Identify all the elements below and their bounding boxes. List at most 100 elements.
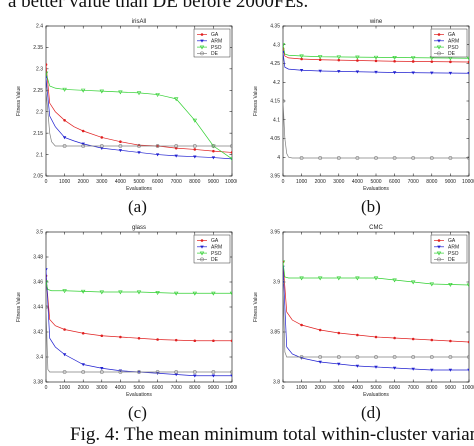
legend-label-pso: PSO — [448, 45, 459, 51]
marker-pso — [99, 290, 105, 295]
marker-de — [355, 355, 360, 359]
marker-ga — [467, 60, 469, 64]
marker-pso — [299, 276, 304, 281]
marker-ga — [200, 239, 204, 242]
series-de — [46, 88, 232, 148]
marker-pso — [392, 55, 397, 60]
legend-label-arm: ARM — [211, 39, 222, 45]
y-tick-label: 3.4 — [36, 355, 43, 361]
marker-pso — [46, 280, 49, 285]
marker-pso — [429, 282, 435, 287]
x-tick-label: 0 — [45, 385, 48, 391]
y-tick-label: 3.38 — [33, 380, 43, 386]
marker-de — [200, 257, 204, 262]
marker-pso — [46, 71, 49, 76]
marker-pso — [436, 45, 442, 50]
marker-pso — [136, 91, 142, 96]
series-ga — [283, 47, 469, 64]
marker-arm — [118, 149, 123, 153]
marker-arm — [392, 71, 397, 75]
x-tick-label: 2000 — [315, 179, 326, 185]
marker-arm — [137, 151, 141, 155]
marker-arm — [337, 70, 341, 74]
series-ga — [46, 274, 232, 343]
y-tick-label: 2.15 — [33, 131, 43, 137]
marker-arm — [200, 39, 204, 43]
marker-arm — [155, 153, 160, 157]
marker-de — [118, 144, 123, 148]
marker-de — [155, 144, 160, 148]
marker-pso — [336, 276, 342, 281]
marker-pso — [355, 276, 360, 281]
series-arm — [46, 268, 232, 378]
marker-pso — [299, 54, 304, 59]
x-tick-label: 9000 — [445, 385, 456, 391]
y-tick-label: 2.05 — [33, 174, 43, 180]
marker-pso — [211, 291, 216, 296]
y-tick-label: 3.95 — [270, 174, 280, 180]
x-tick-label: 10000 — [225, 179, 237, 185]
marker-de — [137, 144, 141, 148]
y-tick-label: 2.25 — [33, 88, 43, 94]
marker-arm — [299, 69, 304, 73]
marker-de — [174, 144, 179, 148]
marker-pso — [118, 90, 123, 95]
series-line-arm — [46, 269, 232, 377]
marker-arm — [411, 367, 415, 371]
sublabel-d: (d) — [361, 403, 381, 422]
y-tick-label: 3.85 — [270, 330, 280, 336]
x-tick-label: 9000 — [208, 179, 219, 185]
x-axis-label: Evaluations — [363, 186, 389, 192]
series-line-pso — [46, 281, 232, 294]
x-tick-label: 8000 — [189, 385, 200, 391]
y-tick-label: 4 — [277, 155, 280, 161]
marker-arm — [355, 70, 360, 74]
marker-pso — [317, 276, 323, 281]
marker-pso — [317, 55, 323, 60]
marker-de — [336, 156, 341, 160]
marker-de — [118, 370, 123, 374]
marker-ga — [437, 33, 441, 36]
marker-arm — [467, 368, 469, 372]
marker-ga — [318, 58, 322, 62]
y-tick-label: 3.95 — [270, 230, 280, 236]
x-tick-label: 6000 — [152, 385, 163, 391]
marker-arm — [374, 70, 378, 74]
marker-ga — [174, 338, 178, 342]
x-tick-label: 4000 — [352, 385, 363, 391]
series-line-de — [283, 281, 469, 358]
legend-label-ga: GA — [211, 32, 219, 38]
marker-ga — [437, 239, 441, 242]
marker-de — [99, 144, 104, 148]
marker-arm — [230, 374, 232, 378]
marker-pso — [192, 291, 198, 296]
x-tick-label: 5000 — [370, 385, 381, 391]
marker-pso — [283, 43, 286, 48]
legend-box — [430, 234, 468, 264]
marker-pso — [199, 251, 205, 256]
sublabel-c: (c) — [128, 403, 147, 422]
marker-de — [99, 370, 104, 374]
marker-ga — [200, 33, 204, 36]
marker-ga — [356, 59, 359, 62]
marker-pso — [336, 55, 342, 60]
chart-title: wine — [369, 19, 383, 25]
marker-pso — [199, 45, 205, 50]
marker-pso — [80, 289, 86, 294]
x-tick-label: 6000 — [389, 179, 400, 185]
marker-de — [283, 280, 285, 284]
y-tick-label: 4.3 — [273, 42, 280, 48]
y-tick-label: 3.46 — [33, 280, 43, 286]
marker-ga — [449, 60, 452, 64]
marker-ga — [430, 60, 434, 63]
legend-label-pso: PSO — [211, 251, 222, 257]
y-tick-label: 3.8 — [273, 380, 280, 386]
marker-ga — [449, 339, 452, 343]
marker-pso — [155, 93, 160, 97]
marker-pso — [173, 97, 179, 102]
marker-de — [448, 355, 453, 359]
x-tick-label: 2000 — [315, 385, 326, 391]
x-tick-label: 5000 — [370, 179, 381, 185]
